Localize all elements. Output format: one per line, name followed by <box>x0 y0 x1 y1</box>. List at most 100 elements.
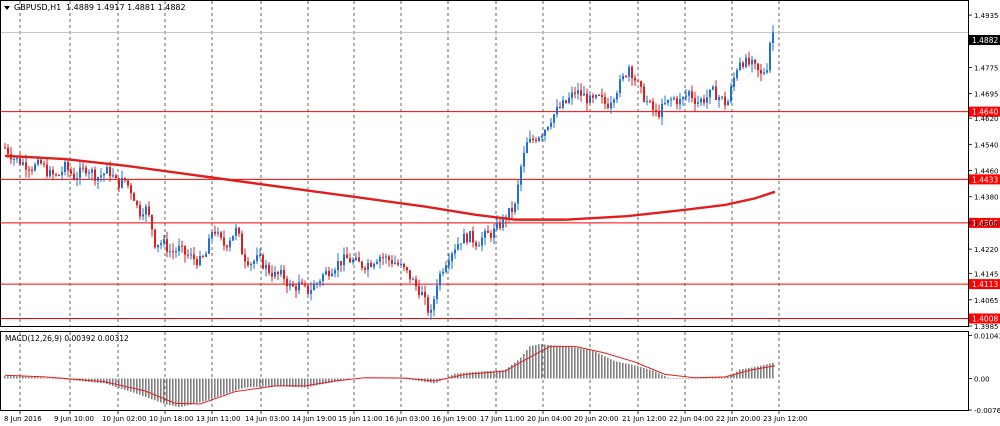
time-axis[interactable]: 8 Jun 2016 9 Jun 10:00 10 Jun 02:00 10 Jun … <box>4 410 807 423</box>
macd-histogram-bar <box>715 377 717 379</box>
candle-body <box>319 281 321 284</box>
macd-histogram-bar <box>277 378 279 387</box>
macd-histogram-bar <box>703 377 705 379</box>
macd-histogram-bar <box>532 345 534 379</box>
macd-histogram-bar <box>280 378 282 387</box>
macd-histogram-bar <box>163 378 165 404</box>
macd-histogram-bar <box>403 378 405 380</box>
macd-histogram-bar <box>244 378 246 388</box>
macd-histogram-bar <box>478 371 480 379</box>
macd-histogram-bar <box>7 376 9 379</box>
candle-body <box>508 207 510 220</box>
macd-histogram-bar <box>289 378 291 387</box>
candle-body <box>715 86 717 101</box>
macd-histogram-bar <box>178 378 180 408</box>
macd-histogram-bar <box>196 378 198 404</box>
candle-body <box>724 96 726 106</box>
level-price-box <box>969 279 1000 290</box>
candle-body <box>625 75 627 77</box>
candle-body <box>142 214 144 217</box>
macd-histogram-bar <box>202 378 204 402</box>
macd-histogram-bar <box>754 366 756 379</box>
candle-body <box>373 263 375 267</box>
time-tick-label: 22 Jun 20:00 <box>716 415 760 423</box>
macd-histogram-bar <box>769 363 771 379</box>
candle-body <box>4 147 6 149</box>
collapse-triangle-icon[interactable] <box>4 6 10 10</box>
candle-body <box>316 283 318 285</box>
candle-body <box>652 101 654 110</box>
candle-body <box>307 285 309 294</box>
candle-body <box>67 162 69 171</box>
candle-body <box>595 94 597 98</box>
candle-body <box>745 57 747 67</box>
candle-body <box>493 228 495 238</box>
candle-body <box>421 292 423 295</box>
macd-histogram-bar <box>592 350 594 379</box>
candle-body <box>460 243 462 245</box>
candle-body <box>16 158 18 160</box>
macd-histogram-bar <box>481 371 483 379</box>
candle-body <box>409 270 411 280</box>
candle-body <box>226 245 228 248</box>
candle-body <box>361 261 363 268</box>
macd-histogram-bar <box>265 378 267 387</box>
main-price-panel[interactable] <box>0 0 969 327</box>
price-axis[interactable]: 1.49351.48551.47751.46951.46201.45401.44… <box>968 12 1000 415</box>
time-tick-label: 17 Jun 11:00 <box>480 415 524 423</box>
level-price-label: 1.4113 <box>972 280 998 289</box>
price-tick-label: 1.4540 <box>974 141 999 149</box>
macd-histogram-bar <box>658 373 660 379</box>
macd-histogram-bar <box>142 378 144 396</box>
macd-histogram-bar <box>517 360 519 379</box>
time-tick-label: 16 Jun 19:00 <box>432 415 476 423</box>
macd-histogram-bar <box>616 361 618 379</box>
macd-histogram-bar <box>751 367 753 379</box>
candle-body <box>235 227 237 236</box>
candle-body <box>772 32 774 43</box>
candle-body <box>679 99 681 105</box>
macd-histogram-bar <box>733 373 735 379</box>
candle-body <box>295 286 297 291</box>
symbol-header[interactable]: GBPUSD,H1 1.4889 1.4917 1.4881 1.4882 <box>4 3 186 12</box>
candle-body <box>391 260 393 264</box>
candle-body <box>364 267 366 270</box>
candle-body <box>64 162 66 172</box>
level-price-box <box>969 106 1000 117</box>
candle-body <box>157 244 159 248</box>
candle-body <box>592 95 594 98</box>
candle-body <box>682 97 684 100</box>
macd-histogram-bar <box>568 346 570 379</box>
macd-histogram-bar <box>484 371 486 379</box>
macd-histogram-bar <box>601 354 603 379</box>
macd-histogram-bar <box>466 372 468 379</box>
macd-histogram-bar <box>235 378 237 391</box>
candle-body <box>310 290 312 294</box>
macd-histogram-bar <box>604 356 606 379</box>
macd-histogram-bar <box>514 362 516 379</box>
macd-histogram-bar <box>535 344 537 379</box>
candle-body <box>547 126 549 130</box>
candle-body <box>709 89 711 98</box>
macd-histogram-bar <box>340 378 342 381</box>
macd-histogram-bar <box>610 359 612 379</box>
macd-histogram-bar <box>316 378 318 386</box>
macd-histogram-bar <box>559 345 561 379</box>
macd-histogram-bar <box>706 377 708 379</box>
macd-histogram-bar <box>271 378 273 387</box>
candle-body <box>634 78 636 81</box>
macd-histogram-bar <box>760 365 762 379</box>
horizontal-levels[interactable]: 1.4640 1.4433 1.4300 1.4113 1.4008 <box>1 106 1000 324</box>
candle-body <box>46 164 48 177</box>
macd-panel[interactable] <box>0 331 969 411</box>
candle-body <box>532 138 534 140</box>
macd-histogram-bar <box>529 346 531 379</box>
macd-histogram-bar <box>310 378 312 387</box>
price-tick-label: 1.4620 <box>974 115 999 123</box>
macd-histogram-bar <box>664 376 666 379</box>
macd-histogram-bar <box>58 378 60 380</box>
candle-body <box>124 177 126 181</box>
macd-histogram-bar <box>697 377 699 379</box>
candle-body <box>637 80 639 82</box>
